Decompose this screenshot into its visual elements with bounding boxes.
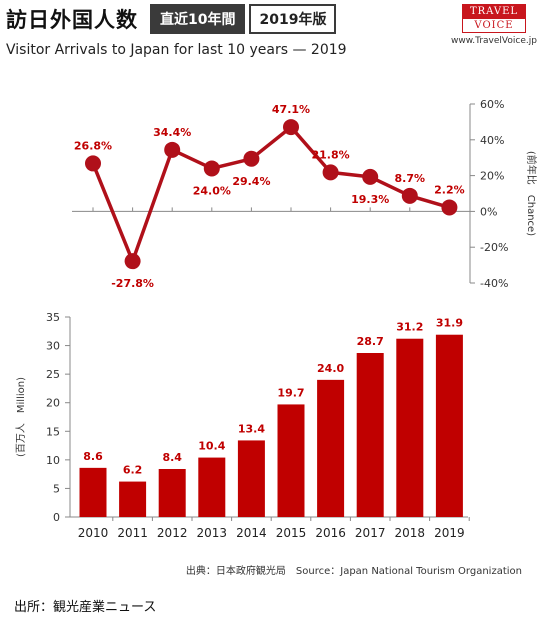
title-row: 訪日外国人数 直近10年間 2019年版	[6, 2, 337, 36]
bar-chart-x-tick-label: 2012	[157, 526, 188, 540]
line-chart-data-label: 29.4%	[232, 175, 270, 188]
bar-chart-data-label: 8.6	[83, 450, 103, 463]
bar-chart-data-label: 10.4	[198, 440, 225, 453]
bar-chart-x-tick-label: 2015	[276, 526, 307, 540]
bar-chart-y-tick-label: 10	[46, 454, 60, 467]
bar-chart-data-label: 24.0	[317, 362, 344, 375]
bar-chart-data-label: 31.9	[436, 317, 463, 330]
bar-chart-y-tick-label: 20	[46, 397, 60, 410]
bar-chart-y-tick-label: 15	[46, 425, 60, 438]
line-chart-point	[164, 141, 181, 158]
bar-chart-data-label: 13.4	[238, 422, 265, 435]
bar-chart-y-tick-label: 30	[46, 340, 60, 353]
bar-chart-y-tick-label: 35	[46, 311, 60, 324]
bar-chart-x-tick-label: 2010	[78, 526, 109, 540]
line-chart-data-label: 47.1%	[272, 103, 310, 116]
line-chart-point	[203, 160, 220, 177]
bar-chart-data-label: 8.4	[162, 451, 182, 464]
line-chart-point	[243, 150, 260, 167]
line-chart-y-tick-label: -40%	[480, 277, 508, 290]
line-chart-data-label: -27.8%	[111, 277, 154, 290]
bar-chart-x-tick-label: 2014	[236, 526, 267, 540]
line-chart-point	[441, 199, 458, 216]
bar-chart-data-label: 28.7	[357, 335, 384, 348]
footer-credit: 出所：観光産業ニュース	[14, 600, 157, 615]
bar-chart-y-tick-label: 5	[53, 482, 60, 495]
line-chart-point	[401, 187, 418, 204]
logo-bottom-text: VOICE	[462, 18, 526, 33]
bar-chart-x-tick-label: 2016	[315, 526, 346, 540]
period-badge: 直近10年間	[150, 4, 246, 34]
bar-chart-bar	[435, 334, 463, 517]
bar-chart-x-tick-label: 2018	[395, 526, 426, 540]
line-chart-y-tick-label: 0%	[480, 205, 497, 218]
bar-chart-bar	[79, 467, 107, 517]
line-chart-data-label: 2.2%	[434, 183, 465, 196]
line-chart-y-axis-title: (前年比 Chance)	[525, 151, 538, 236]
bar-chart-bar	[396, 338, 424, 517]
page-title: 訪日外国人数	[6, 8, 138, 32]
line-chart-data-label: 19.3%	[351, 193, 389, 206]
line-chart-y-tick-label: 60%	[480, 98, 504, 111]
bar-chart-x-tick-label: 2019	[434, 526, 465, 540]
line-chart-point	[362, 168, 379, 185]
bar-chart-x-tick-label: 2013	[197, 526, 228, 540]
bar-chart-bar	[198, 457, 226, 517]
line-chart-data-label: 26.8%	[74, 139, 112, 152]
edition-badge: 2019年版	[249, 4, 337, 34]
bar-chart-y-tick-label: 0	[53, 511, 60, 524]
bar-chart-bar	[119, 481, 147, 517]
line-chart-data-label: 21.8%	[312, 148, 350, 161]
line-chart-y-tick-label: -20%	[480, 241, 508, 254]
line-chart-data-label: 34.4%	[153, 126, 191, 139]
bar-chart-data-label: 19.7	[277, 386, 304, 399]
bar-chart-y-axis-title: (百万人 Million)	[15, 377, 27, 457]
line-chart-data-label: 8.7%	[395, 172, 426, 185]
bar-chart-x-tick-label: 2011	[117, 526, 148, 540]
logo-top-text: TRAVEL	[462, 4, 526, 18]
bar-chart-data-label: 31.2	[396, 321, 423, 334]
chart-subtitle: Visitor Arrivals to Japan for last 10 ye…	[6, 42, 347, 58]
line-chart-data-label: 24.0%	[193, 184, 231, 197]
travelvoice-logo: TRAVEL VOICE www.TravelVoice.jp	[446, 4, 542, 46]
line-chart-y-tick-label: 20%	[480, 170, 504, 183]
bar-chart-bar	[277, 404, 305, 517]
line-chart-point	[85, 155, 101, 172]
bar-chart-y-tick-label: 25	[46, 368, 60, 381]
bar-chart-x-tick-label: 2017	[355, 526, 386, 540]
line-chart-y-tick-label: 40%	[480, 134, 504, 147]
bar-chart-bar	[317, 379, 345, 517]
source-note: 出典：日本政府観光局 Source：Japan National Tourism…	[185, 566, 522, 577]
bar-chart-data-label: 6.2	[123, 464, 143, 477]
line-chart-series-line	[91, 125, 450, 263]
line-chart-point	[283, 119, 299, 136]
logo-url: www.TravelVoice.jp	[451, 36, 537, 46]
bar-chart-bar	[356, 353, 384, 517]
line-chart-point	[124, 253, 141, 270]
bar-chart-bar	[237, 440, 265, 517]
line-chart-point	[322, 164, 339, 181]
bar-chart-bar	[158, 469, 186, 517]
